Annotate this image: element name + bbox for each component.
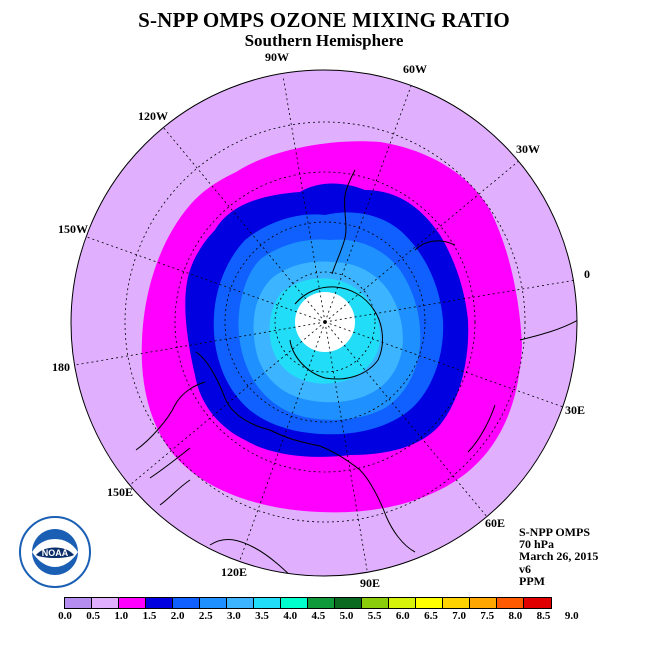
colorbar-swatch (281, 598, 308, 608)
colorbar-tick-label: 4.0 (283, 610, 298, 622)
colorbar-swatch (389, 598, 416, 608)
colorbar-swatch (200, 598, 227, 608)
colorbar-swatch (173, 598, 200, 608)
colorbar-swatch (524, 598, 551, 608)
colorbar-swatch (92, 598, 119, 608)
colorbar-swatch (443, 598, 470, 608)
info-version: v6 (519, 561, 531, 576)
lon-90w: 90W (265, 50, 289, 64)
colorbar-swatch (416, 598, 443, 608)
colorbar-swatch (227, 598, 254, 608)
colorbar-swatch (497, 598, 524, 608)
colorbar-tick-label: 8.5 (536, 610, 551, 622)
colorbar-swatch (254, 598, 281, 608)
colorbar-tick-label: 0.5 (86, 610, 101, 622)
colorbar-swatch (470, 598, 497, 608)
colorbar-swatch (119, 598, 146, 608)
info-units: PPM (519, 573, 545, 588)
info-level: 70 hPa (519, 537, 555, 552)
info-instrument: S-NPP OMPS (519, 525, 590, 539)
colorbar-swatch (146, 598, 173, 608)
colorbar-tick-label: 4.5 (311, 610, 326, 622)
colorbar-swatch (65, 598, 92, 608)
lon-60e: 60E (485, 516, 505, 530)
lon-0: 0 (584, 267, 590, 281)
colorbar-ticks: 0.0 0.5 1.0 1.5 2.0 2.5 3.0 3.5 4.0 4.5 5.0 5.5 6.0 6… (0, 610, 648, 624)
colorbar-tick-label: 1.0 (114, 610, 129, 622)
lon-150e: 150E (107, 485, 133, 499)
coastlines (135, 169, 577, 576)
map-title: S-NPP OMPS OZONE MIXING RATIO (138, 8, 510, 32)
colorbar-tick-label: 1.5 (142, 610, 157, 622)
noaa-logo-text: NOAA (42, 548, 69, 558)
colorbar-tick-label: 5.0 (339, 610, 354, 622)
colorbar-tick-label: 6.0 (395, 610, 410, 622)
info-date: March 26, 2015 (519, 549, 599, 564)
colorbar-tick-label: 9.0 (564, 610, 579, 622)
lon-120e: 120E (221, 565, 247, 579)
colorbar-tick-label: 8.0 (508, 610, 523, 622)
colorbar-tick-label: 0.0 (58, 610, 72, 622)
colorbar (64, 597, 552, 609)
colorbar-tick-label: 7.5 (480, 610, 495, 622)
ozone-field (71, 70, 577, 576)
colorbar-swatch (308, 598, 335, 608)
colorbar-tick-label: 3.0 (227, 610, 241, 622)
noaa-logo: NOAA (19, 516, 91, 588)
info-panel: S-NPP OMPS 70 hPa March 26, 2015 v6 PPM (519, 526, 598, 587)
colorbar-tick-label: 6.5 (424, 610, 438, 622)
colorbar-swatch (335, 598, 362, 608)
colorbar-tick-label: 5.5 (367, 610, 382, 622)
colorbar-swatch (362, 598, 389, 608)
map-boundary (70, 69, 578, 577)
colorbar-tick-label: 3.5 (255, 610, 269, 622)
lon-60w: 60W (403, 62, 427, 76)
colorbar-tick-label: 2.0 (170, 610, 185, 622)
lon-180: 180 (52, 360, 70, 374)
lon-90e: 90E (360, 576, 380, 590)
colorbar-tick-label: 2.5 (198, 610, 213, 622)
lon-30e: 30E (565, 403, 585, 417)
colorbar-tick-label: 7.0 (452, 610, 466, 622)
lon-30w: 30W (516, 142, 540, 156)
lon-120w: 120W (138, 109, 168, 123)
south-pole-marker (323, 320, 327, 324)
graticule (74, 75, 577, 571)
map-subtitle: Southern Hemisphere (244, 31, 404, 50)
lon-150w: 150W (58, 222, 88, 236)
